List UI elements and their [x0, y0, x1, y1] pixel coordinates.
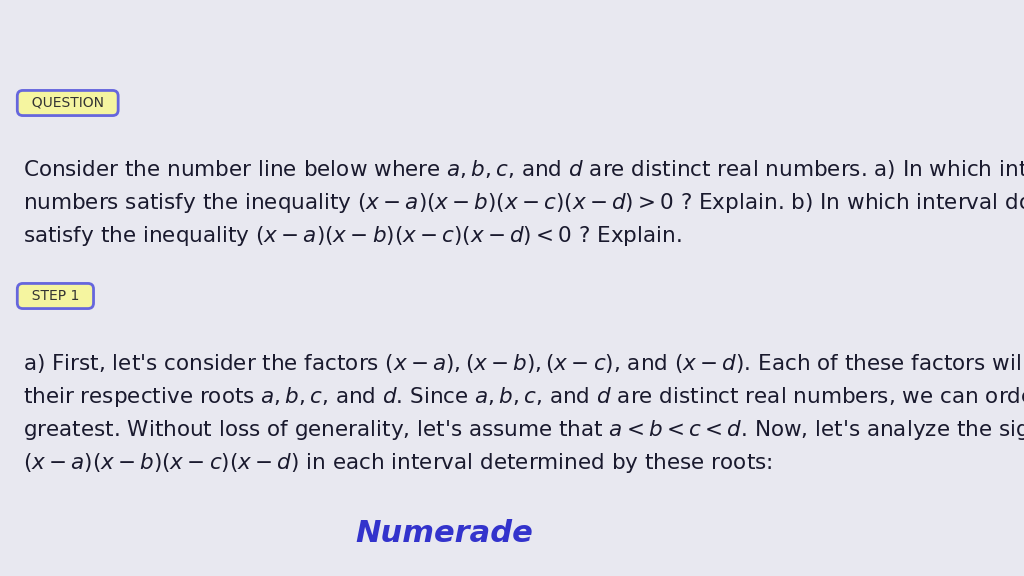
- Text: QUESTION: QUESTION: [23, 96, 113, 110]
- Text: a) First, let's consider the factors $(\mathbf{\it{x}}-\mathbf{\it{a}}),(\mathbf: a) First, let's consider the factors $(\…: [23, 352, 1024, 376]
- Text: STEP 1: STEP 1: [23, 289, 88, 303]
- Text: Consider the number line below where $\mathbf{\it{a, b, c}}$, and $\mathbf{\it{d: Consider the number line below where $\m…: [23, 158, 1024, 181]
- Text: satisfy the inequality $(\mathbf{\it{x}}-\mathbf{\it{a}})(\mathbf{\it{x}}-\mathb: satisfy the inequality $(\mathbf{\it{x}}…: [23, 224, 682, 248]
- Text: greatest. Without loss of generality, let's assume that $\mathbf{\it{a}}<\mathbf: greatest. Without loss of generality, le…: [23, 418, 1024, 442]
- Text: their respective roots $\mathbf{\it{a, b, c}}$, and $\mathbf{\it{d}}$. Since $a,: their respective roots $\mathbf{\it{a, b…: [23, 385, 1024, 409]
- Text: $(\mathbf{\it{x}}-\mathbf{\it{a}})(\mathbf{\it{x}}-\mathbf{\it{b}})(\mathbf{\it{: $(\mathbf{\it{x}}-\mathbf{\it{a}})(\math…: [23, 451, 772, 475]
- Text: numbers satisfy the inequality $(\mathbf{\it{x}}-\mathbf{\it{a}})(\mathbf{\it{x}: numbers satisfy the inequality $(\mathbf…: [23, 191, 1024, 215]
- Text: Numerade: Numerade: [355, 519, 534, 548]
